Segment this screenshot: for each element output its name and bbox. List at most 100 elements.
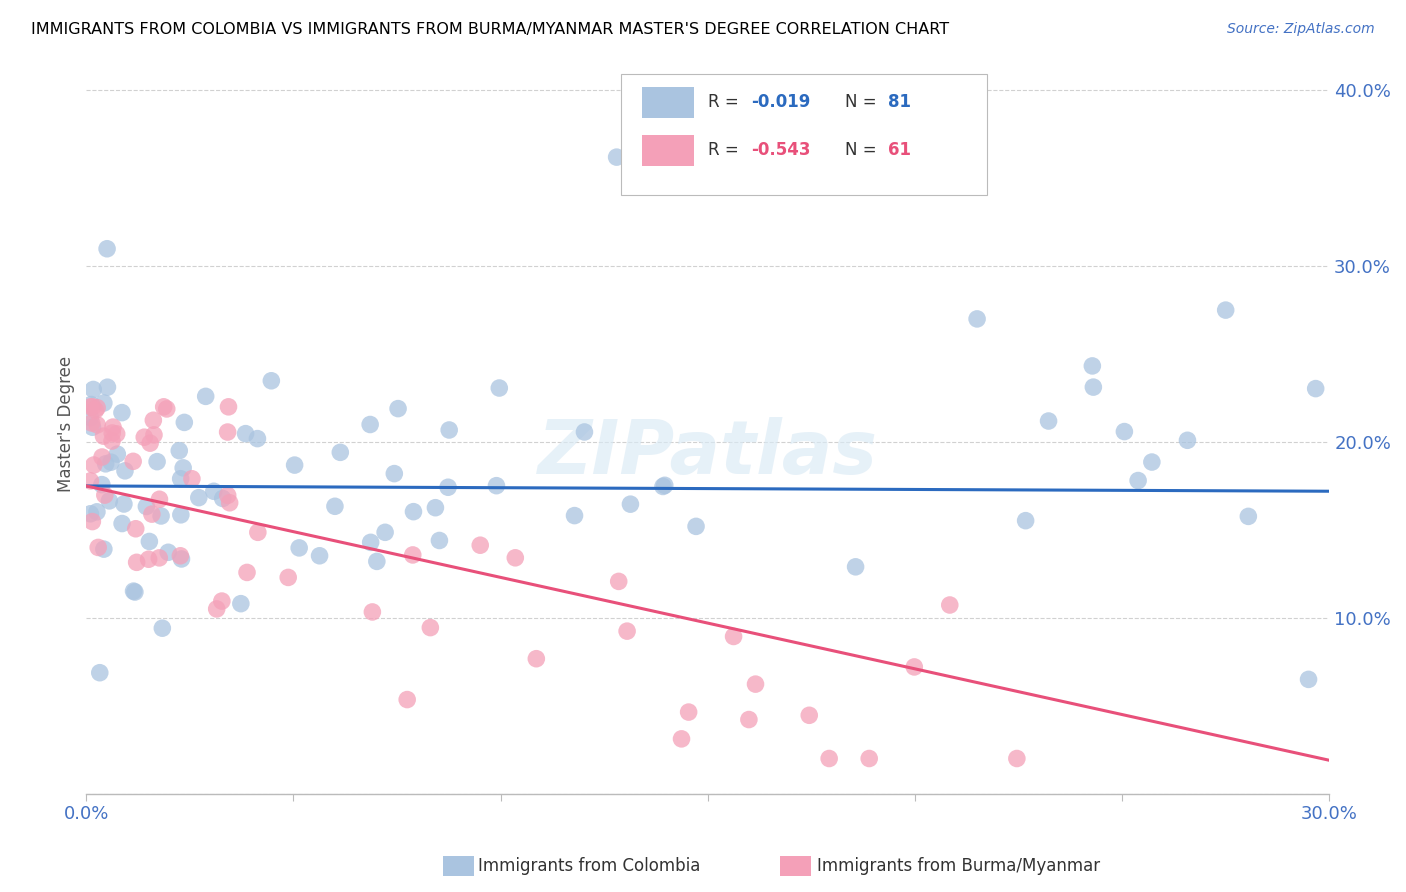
Point [1114,425,1136,439]
Point [170,508,193,522]
Point [79,474,101,488]
Point [218,496,240,510]
Point [152,400,174,414]
Point [100,455,122,469]
Bar [643,135,695,166]
Point [105,447,128,461]
Point [246,525,269,540]
Point [180,472,202,486]
Point [607,574,630,589]
Point [93,396,115,410]
Point [143,428,166,442]
Point [111,406,134,420]
Text: Source: ZipAtlas.com: Source: ZipAtlas.com [1227,22,1375,37]
Point [148,492,170,507]
Point [101,425,124,440]
Point [1126,474,1149,488]
Point [671,731,693,746]
Text: 81: 81 [889,94,911,112]
Text: R =: R = [707,94,744,112]
Point [91,450,114,464]
Point [139,436,162,450]
Point [488,381,510,395]
Point [89,665,111,680]
Point [574,425,596,439]
Point [124,585,146,599]
Point [167,443,190,458]
Point [156,401,179,416]
Point [470,538,492,552]
Point [360,535,382,549]
Point [87,541,110,555]
Point [524,651,547,665]
Point [93,429,115,443]
Point [1038,414,1060,428]
Point [678,705,700,719]
Point [437,480,460,494]
Point [966,312,988,326]
Point [329,445,352,459]
Point [564,508,586,523]
Point [738,713,761,727]
Point [125,555,148,569]
Point [308,549,330,563]
Point [98,494,121,508]
Point [387,401,409,416]
Point [429,533,451,548]
Point [146,455,169,469]
Point [1177,434,1199,448]
Point [903,660,925,674]
Point [818,751,841,765]
Point [616,624,638,639]
Point [382,467,405,481]
Point [135,500,157,514]
Point [1140,455,1163,469]
Text: N =: N = [845,94,882,112]
Point [217,488,239,502]
Point [235,426,257,441]
Point [1081,359,1104,373]
Point [79,410,101,425]
Point [229,597,252,611]
Point [723,630,745,644]
Point [425,500,447,515]
Bar [643,87,695,118]
Point [86,401,108,415]
Point [86,505,108,519]
Point [485,478,508,492]
Point [93,542,115,557]
Point [1215,303,1237,318]
Point [939,598,962,612]
Point [138,552,160,566]
Point [90,477,112,491]
Point [236,566,259,580]
Text: -0.019: -0.019 [751,94,811,112]
Point [1298,673,1320,687]
Point [96,242,118,256]
Point [260,374,283,388]
Point [79,400,101,414]
Point [112,497,135,511]
Point [744,677,766,691]
Point [288,541,311,555]
Point [205,602,228,616]
Point [83,458,105,472]
Point [277,570,299,584]
Point [402,548,425,562]
Point [1305,382,1327,396]
Point [148,550,170,565]
Point [1014,514,1036,528]
Point [606,150,628,164]
Point [122,584,145,599]
Point [111,516,134,531]
Point [157,545,180,559]
Text: IMMIGRANTS FROM COLOMBIA VS IMMIGRANTS FROM BURMA/MYANMAR MASTER'S DEGREE CORREL: IMMIGRANTS FROM COLOMBIA VS IMMIGRANTS F… [31,22,949,37]
Point [323,500,346,514]
Point [134,430,156,444]
Point [619,497,641,511]
Point [211,594,233,608]
Point [1237,509,1260,524]
Point [437,423,460,437]
Point [84,403,107,417]
Point [86,417,108,432]
